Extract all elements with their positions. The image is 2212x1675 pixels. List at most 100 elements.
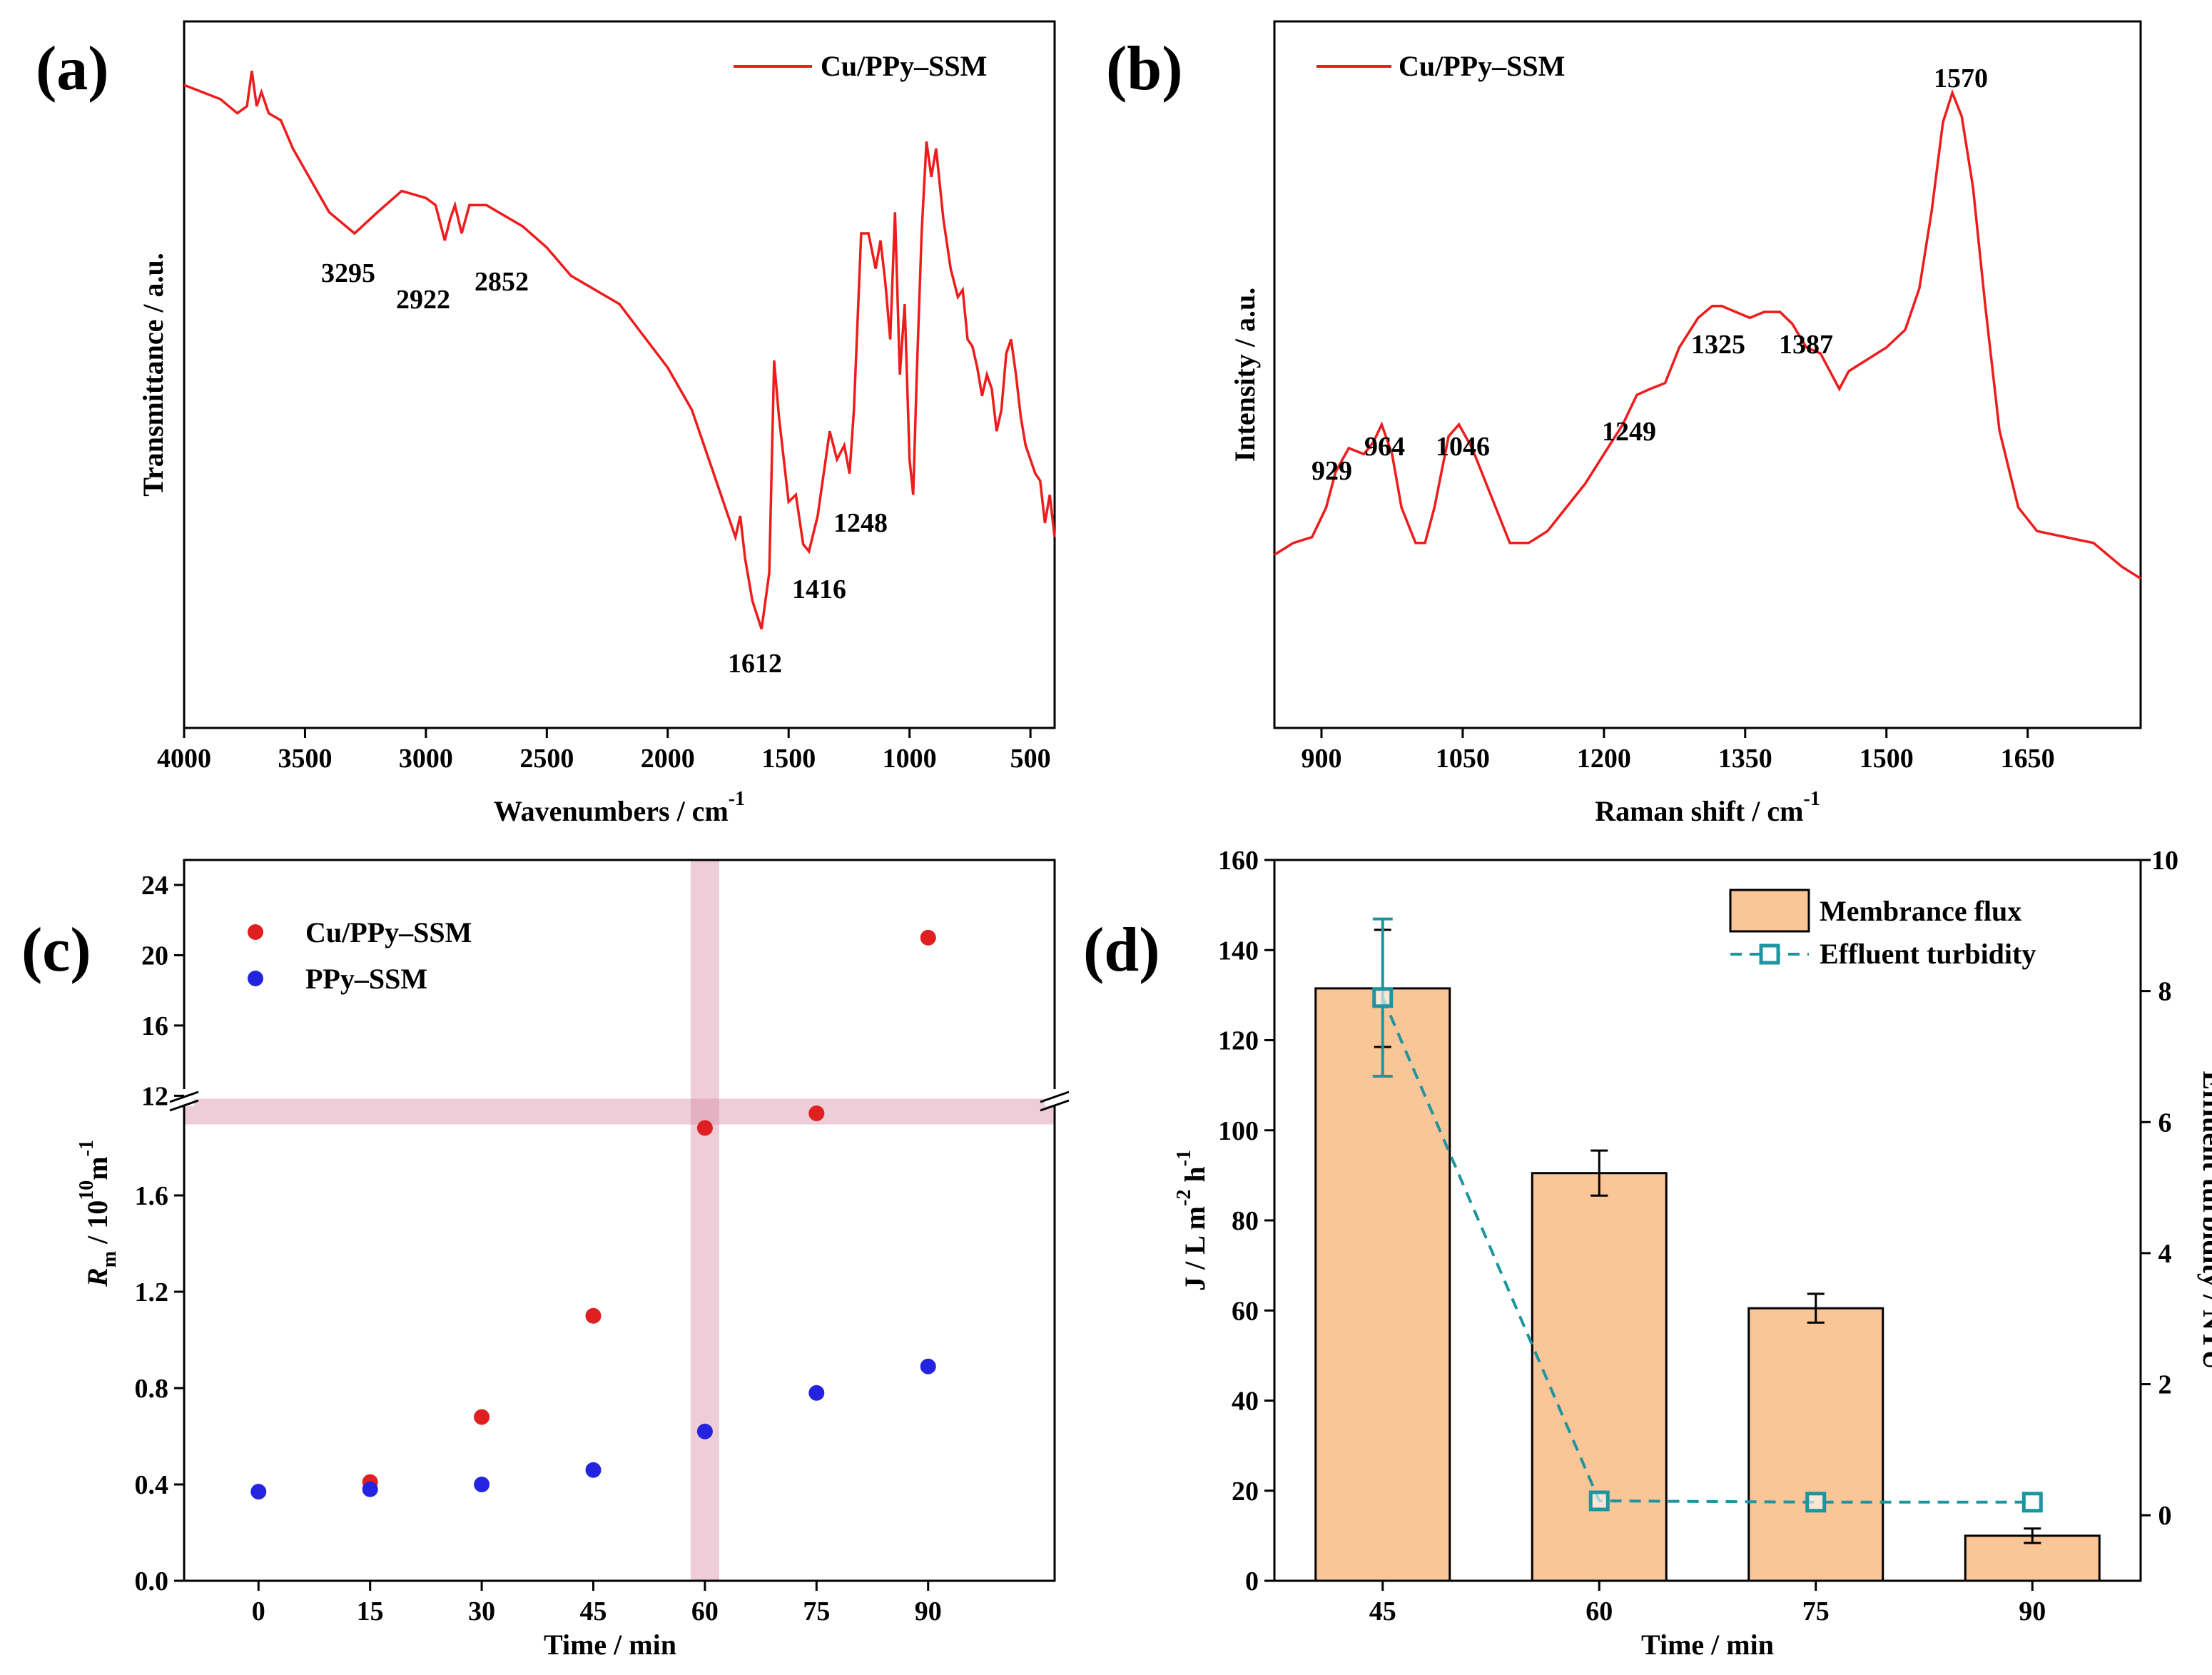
- x-tick-label-b: 900: [1301, 744, 1341, 774]
- x-tick-label-b: 1350: [1718, 744, 1772, 774]
- y-tick-label-right-d: 4: [2158, 1239, 2172, 1269]
- y-tick-label-c: 1.6: [135, 1181, 169, 1211]
- y-tick-label-right-d: 2: [2158, 1370, 2172, 1400]
- y-ticks-right-d: 0 2 4 6 8 10: [2141, 846, 2178, 1531]
- peak-label-964: 964: [1364, 432, 1405, 462]
- x-ticks-c: 0 15 30 45 60 75 90: [252, 1581, 942, 1626]
- x-ticks-b: 900 1050 1200 1350 1500 1650: [1301, 728, 2055, 774]
- x-tick-label-b: 1650: [2001, 744, 2055, 774]
- panel-c-resistance: (c) 0 15 30 45 60 75 90 0.0 0.4 0.8 1.2 1.6 12 16 20 2…: [21, 859, 1070, 1661]
- x-tick-label-a: 500: [1010, 744, 1051, 774]
- panel-label-b: (b): [1106, 34, 1183, 103]
- x-tick-label-d: 60: [1586, 1596, 1613, 1626]
- y-tick-label-c: 0.4: [135, 1470, 169, 1500]
- point-cu-ppy-ssm: [474, 1409, 490, 1425]
- axis-break-mark-right-2: [1040, 1099, 1070, 1112]
- legend-label-b: Cu/PPy–SSM: [1399, 50, 1565, 82]
- y-tick-label-left-d: 20: [1232, 1477, 1259, 1507]
- point-ppy-ssm: [585, 1462, 602, 1478]
- panel-a-ftir: (a) 4000 3500 3000 2500 2000 1500 1000 500 Wave…: [36, 20, 1056, 827]
- y-tick-label-left-d: 100: [1218, 1116, 1259, 1146]
- y-tick-label-left-d: 40: [1232, 1387, 1259, 1417]
- x-tick-label-c: 45: [580, 1596, 607, 1626]
- point-ppy-ssm: [474, 1477, 490, 1492]
- plot-frame-a: [183, 20, 1056, 729]
- legend-label-turbidity: Effluent turbidity: [1820, 938, 2036, 970]
- x-axis-title-a: Wavenumbers / cm-1: [494, 788, 745, 827]
- y-tick-label-c: 24: [141, 871, 168, 901]
- flux-bar: [1531, 1172, 1668, 1582]
- legend-label-cu: Cu/PPy–SSM: [305, 916, 472, 948]
- peak-label-1612: 1612: [728, 649, 782, 679]
- y-tick-label-right-d: 8: [2158, 977, 2172, 1007]
- x-tick-label-c: 75: [803, 1596, 830, 1626]
- axis-break-mark-right-1: [1040, 1090, 1070, 1103]
- peak-label-1248: 1248: [833, 508, 888, 538]
- legend-a: Cu/PPy–SSM: [734, 50, 987, 82]
- x-tick-label-b: 1200: [1577, 744, 1631, 774]
- y-axis-title-a: Transmittance / a.u.: [137, 253, 169, 496]
- turbidity-marker: [1805, 1492, 1827, 1513]
- x-tick-label-a: 2500: [519, 744, 574, 774]
- turbidity-markers: [1372, 917, 2043, 1513]
- x-tick-label-a: 1000: [883, 744, 937, 774]
- y-tick-label-c: 20: [141, 941, 168, 971]
- flux-error-bars: [1374, 928, 2041, 1544]
- x-tick-label-d: 45: [1369, 1596, 1396, 1626]
- point-cu-ppy-ssm: [920, 929, 936, 946]
- x-axis-title-c: Time / min: [544, 1629, 676, 1661]
- point-ppy-ssm: [920, 1358, 936, 1375]
- y-tick-label-left-d: 160: [1218, 846, 1259, 876]
- x-tick-label-c: 90: [915, 1596, 942, 1626]
- point-ppy-ssm: [250, 1484, 267, 1500]
- point-cu-ppy-ssm: [585, 1307, 602, 1324]
- x-axis-title-d: Time / min: [1641, 1629, 1774, 1661]
- point-ppy-ssm: [808, 1385, 825, 1401]
- turbidity-line: [1381, 997, 2033, 1504]
- legend-label-ppy: PPy–SSM: [305, 963, 427, 995]
- y-tick-label-left-d: 0: [1245, 1567, 1259, 1596]
- panel-d-flux: (d) 45 60 75 90 0 20 40 60 80 100 120 140 160 0 2 4 6 8…: [1083, 846, 2212, 1661]
- panel-label-d: (d): [1083, 916, 1160, 985]
- y-tick-label-right-d: 10: [2151, 846, 2178, 876]
- y-tick-label-c: 1.2: [135, 1277, 169, 1307]
- peak-label-1325: 1325: [1691, 330, 1745, 360]
- x-tick-label-a: 4000: [157, 744, 211, 774]
- peak-labels-b: 929 964 1046 1249 1325 1387 1570: [1312, 64, 1988, 486]
- peak-label-929: 929: [1312, 456, 1352, 486]
- y-tick-label-right-d: 0: [2158, 1501, 2172, 1531]
- y-tick-label-c: 12: [141, 1081, 168, 1111]
- highlight-band-horizontal: [184, 1098, 1055, 1125]
- turbidity-marker: [1588, 1490, 1610, 1512]
- y-axis-title-b: Intensity / a.u.: [1229, 288, 1261, 462]
- flux-bars: [1314, 987, 2101, 1582]
- turbidity-marker: [1372, 987, 1394, 1008]
- y-ticks-c: 0.0 0.4 0.8 1.2 1.6 12 16 20 24: [135, 871, 184, 1596]
- peak-label-2852: 2852: [475, 267, 529, 297]
- peak-label-1046: 1046: [1436, 432, 1490, 462]
- y-tick-label-c: 0.0: [135, 1567, 169, 1596]
- x-tick-label-c: 0: [252, 1596, 265, 1626]
- x-tick-label-c: 15: [357, 1596, 384, 1626]
- legend-label-flux: Membrance flux: [1820, 895, 2021, 927]
- axis-break-mark-left-2: [169, 1099, 199, 1112]
- y-ticks-left-d: 0 20 40 60 80 100 120 140 160: [1218, 846, 1274, 1596]
- y-axis-title-right-d: Effluent turbidity / NTU: [2197, 1071, 2212, 1370]
- panel-label-a: (a): [36, 34, 109, 103]
- flux-bar: [1314, 987, 1451, 1582]
- plot-frame-b: [1273, 20, 2142, 729]
- y-tick-label-c: 16: [141, 1011, 168, 1041]
- point-cu-ppy-ssm: [808, 1105, 825, 1121]
- peak-label-1387: 1387: [1779, 330, 1833, 360]
- x-tick-label-a: 1500: [761, 744, 816, 774]
- peak-label-1416: 1416: [792, 575, 846, 604]
- legend-d: Membrance flux Effluent turbidity: [1729, 889, 2036, 970]
- point-ppy-ssm: [362, 1481, 378, 1497]
- y-axis-title-left-d: J / L m-2 h-1: [1173, 1150, 1211, 1291]
- turbidity-marker: [2021, 1492, 2043, 1513]
- y-tick-label-left-d: 60: [1232, 1296, 1259, 1326]
- x-tick-label-c: 30: [468, 1596, 495, 1626]
- peak-labels-a: 3295 2922 2852 1612 1416 1248: [321, 258, 888, 679]
- x-ticks-a: 4000 3500 3000 2500 2000 1500 1000 500: [157, 728, 1051, 774]
